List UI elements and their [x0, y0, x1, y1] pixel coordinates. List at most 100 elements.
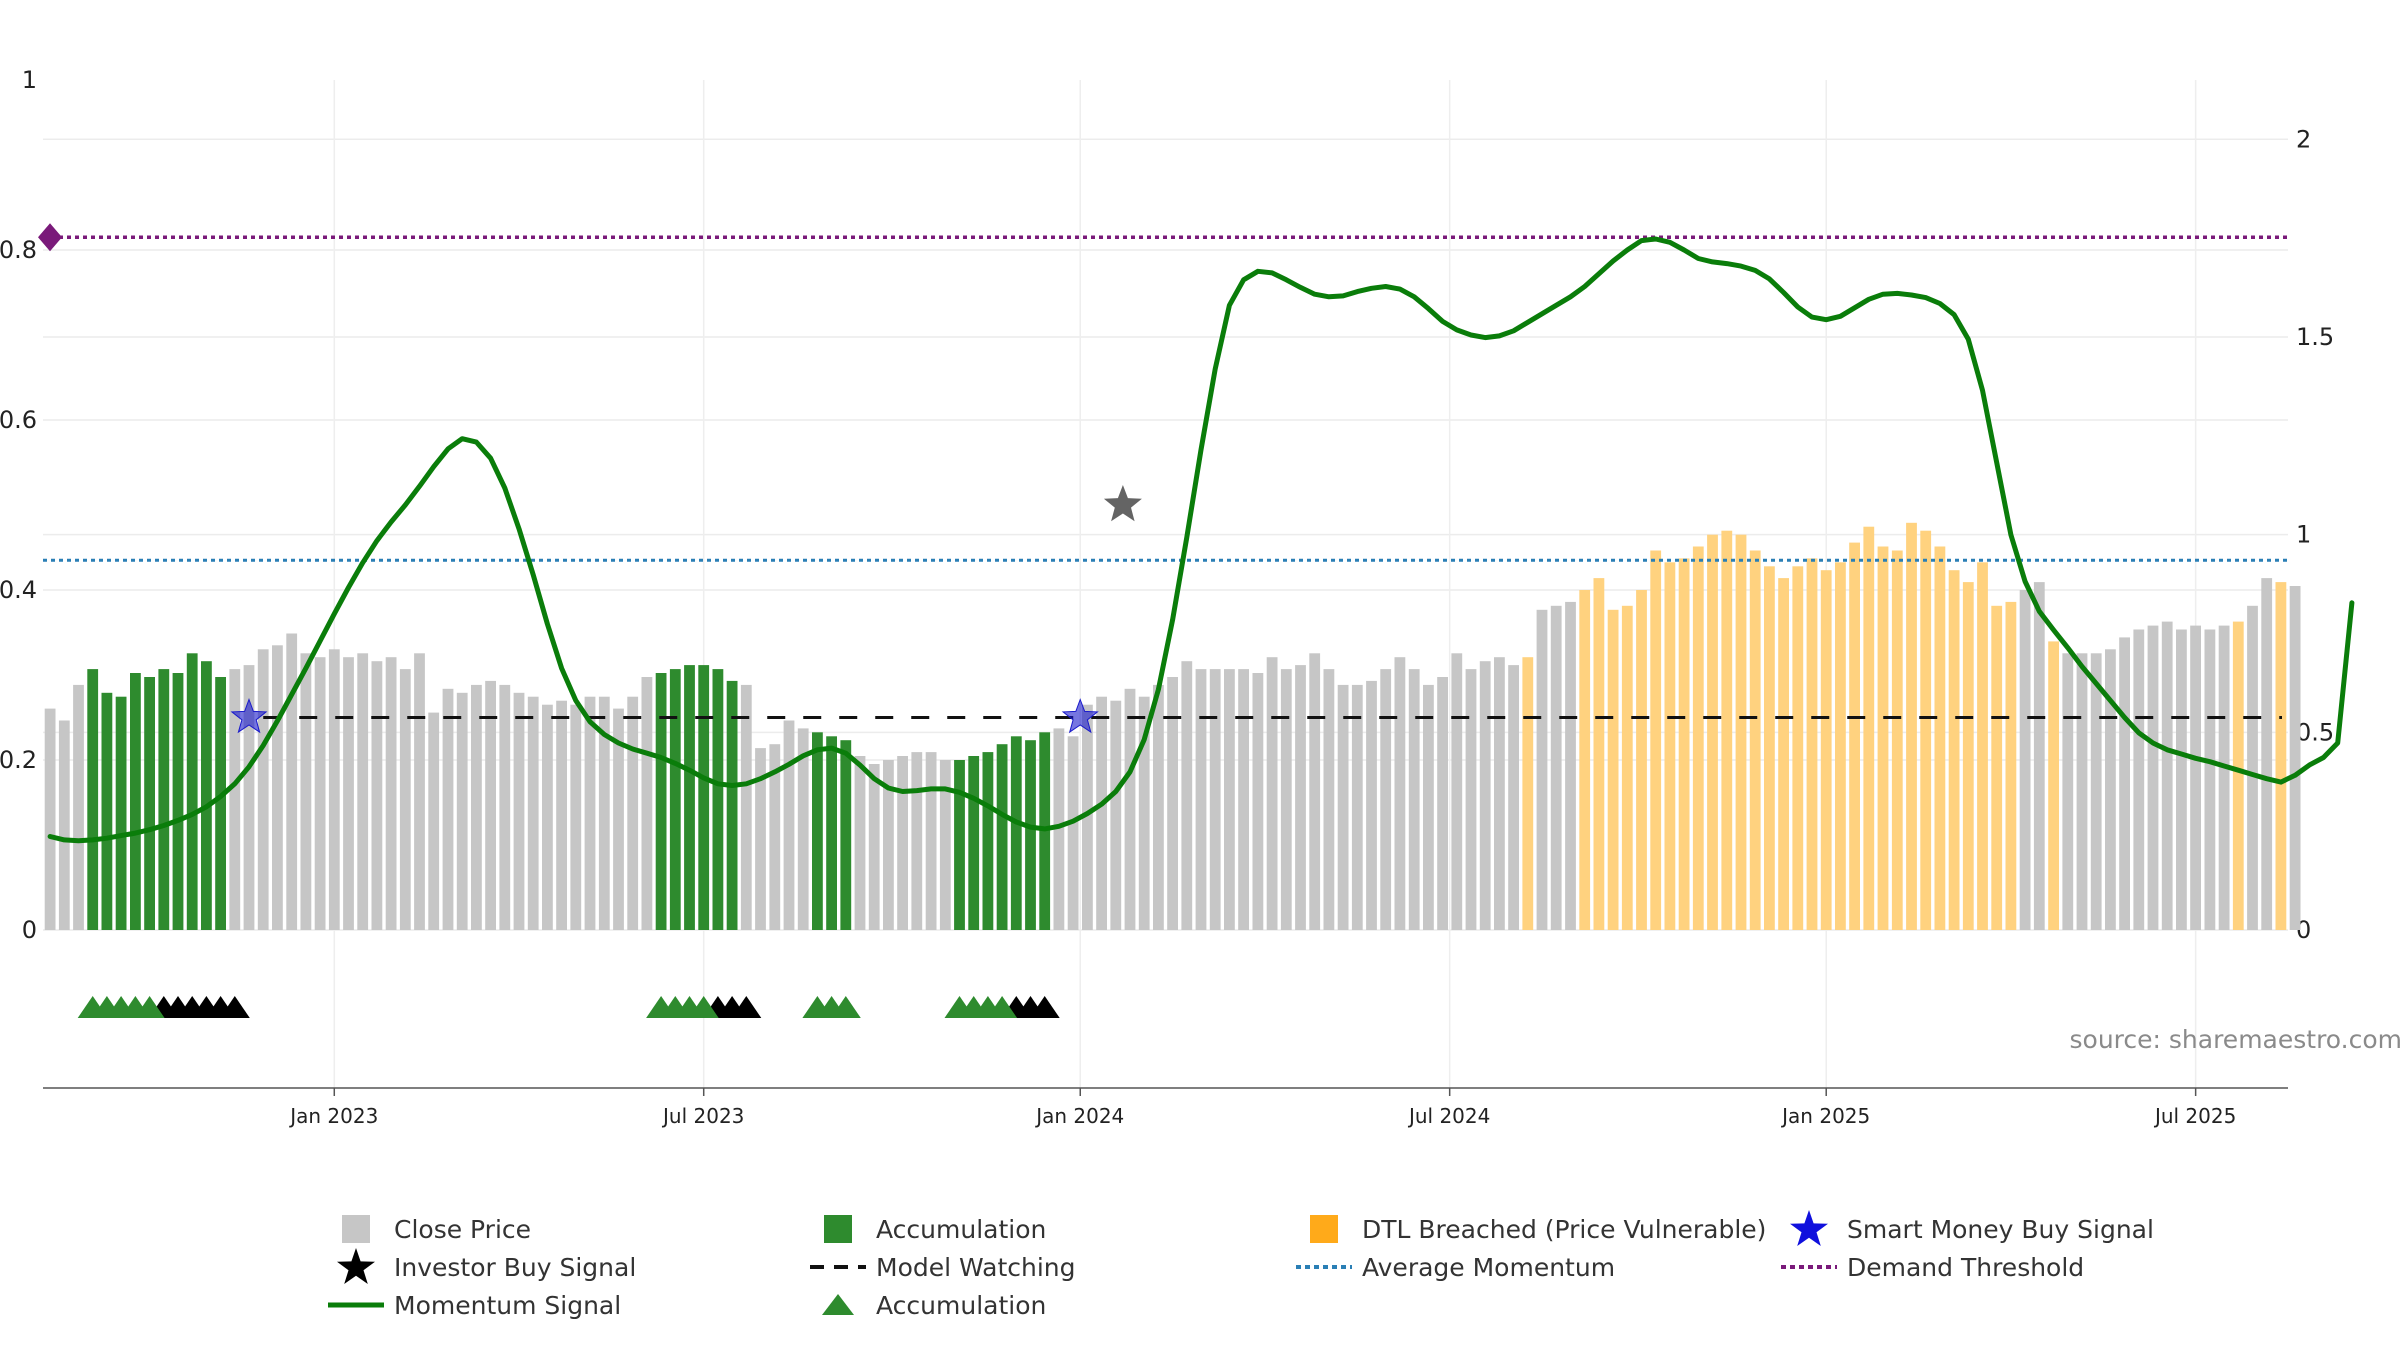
smart-money-buy-signal [1061, 698, 1099, 734]
close-price-bar [1209, 669, 1221, 930]
close-price-bar [584, 696, 596, 930]
accumulation-bar [982, 752, 994, 930]
close-price-bar [1423, 684, 1434, 930]
source-label: source: sharemaestro.com [2070, 1025, 2400, 1054]
close-price-bar [328, 649, 340, 930]
accumulation-bar [812, 732, 823, 930]
close-price-bar [769, 744, 781, 930]
dtl-breached-bar [1820, 570, 1832, 930]
accumulation-marker [830, 996, 861, 1018]
close-price-bar [1408, 669, 1420, 930]
close-price-bar [1280, 669, 1292, 930]
close-price-bar [2033, 582, 2045, 930]
accumulation-marker-black [1029, 996, 1060, 1018]
dtl-breached-bar [1593, 578, 1605, 930]
dtl-breached-bar [2275, 582, 2287, 930]
close-price-bar [2090, 653, 2102, 930]
close-price-bar [1337, 684, 1349, 930]
dtl-breached-bar [2232, 621, 2244, 930]
accumulation-bar [1025, 740, 1036, 930]
legend-label: Average Momentum [1362, 1252, 1616, 1282]
x-tick-label: Jan 2023 [288, 1104, 378, 1128]
legend-symbol-star-blue [1781, 1210, 1837, 1247]
close-price-bar [300, 653, 312, 930]
legend-label: DTL Breached (Price Vulnerable) [1362, 1214, 1767, 1244]
dtl-breached-bar [1849, 542, 1860, 930]
close-price-bar [471, 684, 482, 930]
close-price-bar [229, 669, 241, 930]
close-price-bar [1323, 669, 1335, 930]
dtl-breached-bar [1778, 578, 1789, 930]
close-price-bar [613, 708, 624, 930]
legend-symbol-square-orange [1296, 1211, 1352, 1247]
close-price-bar [414, 653, 425, 930]
close-price-bar [897, 756, 908, 930]
demand-threshold-marker [38, 223, 62, 252]
dtl-breached-bar [1906, 522, 1917, 930]
accumulation-bar [215, 677, 226, 930]
x-tick-label: Jan 2025 [1780, 1104, 1870, 1128]
accumulation-bar [201, 661, 212, 930]
y-right-tick-label: 1.5 [2296, 323, 2334, 351]
close-price-bar [1167, 677, 1178, 930]
close-price-bar [1465, 669, 1477, 930]
dtl-breached-bar [1636, 590, 1647, 930]
close-price-bar [570, 704, 582, 930]
close-price-bar [2076, 653, 2088, 930]
close-price-bar [2119, 637, 2130, 930]
y-left-tick-label: 0.8 [0, 236, 37, 264]
investor-buy-signal [1103, 485, 1142, 522]
dtl-breached-bar [1579, 590, 1591, 930]
legend-item-investor: Investor Buy Signal [328, 1248, 636, 1285]
close-price-bar [598, 696, 610, 930]
close-price-bar [499, 684, 511, 930]
close-price-bar [783, 720, 795, 930]
close-price-bar [357, 653, 369, 930]
dtl-breached-bar [1607, 609, 1619, 930]
close-price-bar [1266, 657, 1278, 930]
close-price-bar [2161, 621, 2173, 930]
close-price-bar [1479, 661, 1491, 930]
legend-label: Accumulation [876, 1214, 1047, 1244]
close-price-bar [2289, 586, 2301, 930]
accumulation-bar [115, 696, 127, 930]
legend-item-dtl_breached: DTL Breached (Price Vulnerable) [1296, 1211, 1766, 1247]
close-price-bar [1380, 669, 1392, 930]
legend-symbol-dash-black [810, 1249, 866, 1285]
legend: Close Price Accumulation DTL Breached (Pri… [0, 1210, 2400, 1340]
dtl-breached-bar [1522, 657, 1534, 930]
close-price-bar [1124, 688, 1136, 930]
accumulation-marker [987, 996, 1018, 1018]
close-price-bar [1053, 728, 1065, 930]
close-price-bar [243, 665, 255, 930]
close-price-bar [2019, 590, 2031, 930]
dtl-breached-bar [1707, 534, 1718, 930]
accumulation-bar [186, 653, 198, 930]
accumulation-bar [101, 692, 113, 930]
close-price-bar [740, 684, 752, 930]
legend-symbol-square-green [810, 1211, 866, 1247]
accumulation-bar [669, 669, 681, 930]
close-price-bar [755, 748, 766, 930]
close-price-bar [1181, 661, 1193, 930]
close-price-bar [1536, 609, 1548, 930]
dtl-breached-bar [1721, 530, 1733, 930]
close-price-bar [883, 760, 894, 930]
legend-symbol-dot-blue [1296, 1249, 1352, 1285]
close-price-bar [1295, 665, 1306, 930]
close-price-bar [868, 764, 880, 930]
x-tick-label: Jul 2025 [2153, 1104, 2236, 1128]
close-price-bar [2204, 629, 2216, 930]
y-left-tick-label: 0.4 [0, 576, 37, 604]
x-tick-label: Jul 2023 [661, 1104, 744, 1128]
legend-item-average_momentum: Average Momentum [1296, 1249, 1615, 1285]
close-price-bar [442, 688, 454, 930]
close-price-bar [385, 657, 397, 930]
legend-item-momentum: Momentum Signal [328, 1287, 621, 1323]
dtl-breached-bar [1891, 550, 1903, 930]
dtl-breached-bar [1920, 530, 1932, 930]
close-price-bar [527, 696, 539, 930]
x-tick-label: Jan 2024 [1034, 1104, 1124, 1128]
dtl-breached-bar [1678, 558, 1690, 930]
